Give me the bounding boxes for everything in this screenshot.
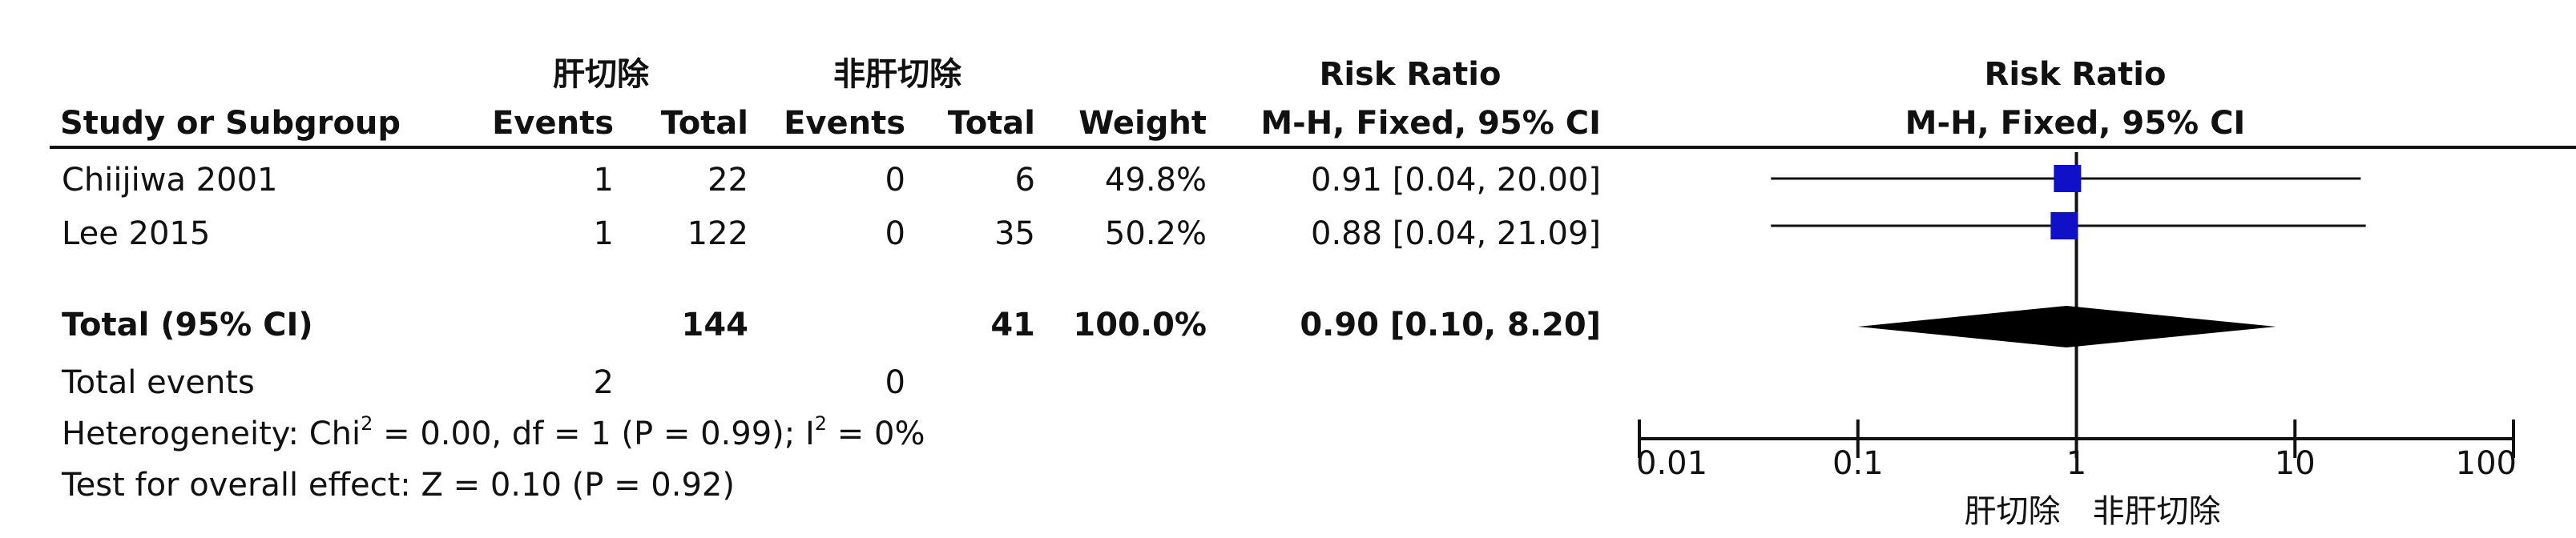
col-events-1: Events [492,105,614,142]
total-2: 35 [994,215,1035,252]
weight: 49.8% [1104,162,1207,199]
events-2: 0 [885,162,905,199]
col-total-2: Total [947,105,1035,142]
col-rr-method: M-H, Fixed, 95% CI [1260,105,1601,142]
heterogeneity-text: Heterogeneity: Chi2 = 0.00, df = 1 (P = … [62,412,925,452]
total-total-1: 144 [681,307,749,343]
total-1: 22 [707,162,748,199]
total-events-2: 0 [885,364,905,401]
x-tick-label: 100 [2456,445,2517,482]
group2-header: 非肝切除 [833,56,961,93]
x-tick-label: 1 [2066,445,2086,482]
events-1: 1 [593,162,614,199]
col-study: Study or Subgroup [60,105,401,142]
table-rr-title: Risk Ratio [1319,56,1502,93]
x-tick-label: 10 [2275,445,2316,482]
col-weight: Weight [1078,105,1207,142]
events-2: 0 [885,215,905,252]
col-events-2: Events [784,105,905,142]
weight: 50.2% [1104,215,1207,252]
plot-rr-title: Risk Ratio [1984,56,2167,93]
total-events-1: 2 [593,364,614,401]
total-2: 6 [1014,162,1035,199]
x-tick-label: 0.01 [1636,445,1707,482]
plot-area: 0.01 0.1 1 10 100 肝切除 非肝切除 [1636,152,2517,530]
pooled-diamond [1857,306,2276,347]
col-total-1: Total [660,105,748,142]
total-label: Total (95% CI) [62,307,313,343]
group1-header: 肝切除 [553,56,649,93]
total-weight: 100.0% [1073,307,1207,343]
overall-effect-text: Test for overall effect: Z = 0.10 (P = 0… [62,467,735,504]
favours-left-label: 肝切除 [1965,493,2061,530]
study-point-estimate [2054,165,2082,192]
favours-right-label: 非肝切除 [2093,493,2221,530]
x-tick-label: 0.1 [1832,445,1884,482]
risk-ratio-ci: 0.88 [0.04, 21.09] [1311,215,1601,252]
total-total-2: 41 [990,307,1035,343]
risk-ratio-ci: 0.91 [0.04, 20.00] [1311,162,1601,199]
plot-rr-method: M-H, Fixed, 95% CI [1905,105,2246,142]
total-1: 122 [687,215,748,252]
study-name: Chiijiwa 2001 [62,162,278,199]
events-1: 1 [593,215,614,252]
study-point-estimate [2050,212,2078,239]
total-risk-ratio-ci: 0.90 [0.10, 8.20] [1300,307,1601,343]
study-name: Lee 2015 [62,215,211,252]
total-events-label: Total events [62,364,255,401]
